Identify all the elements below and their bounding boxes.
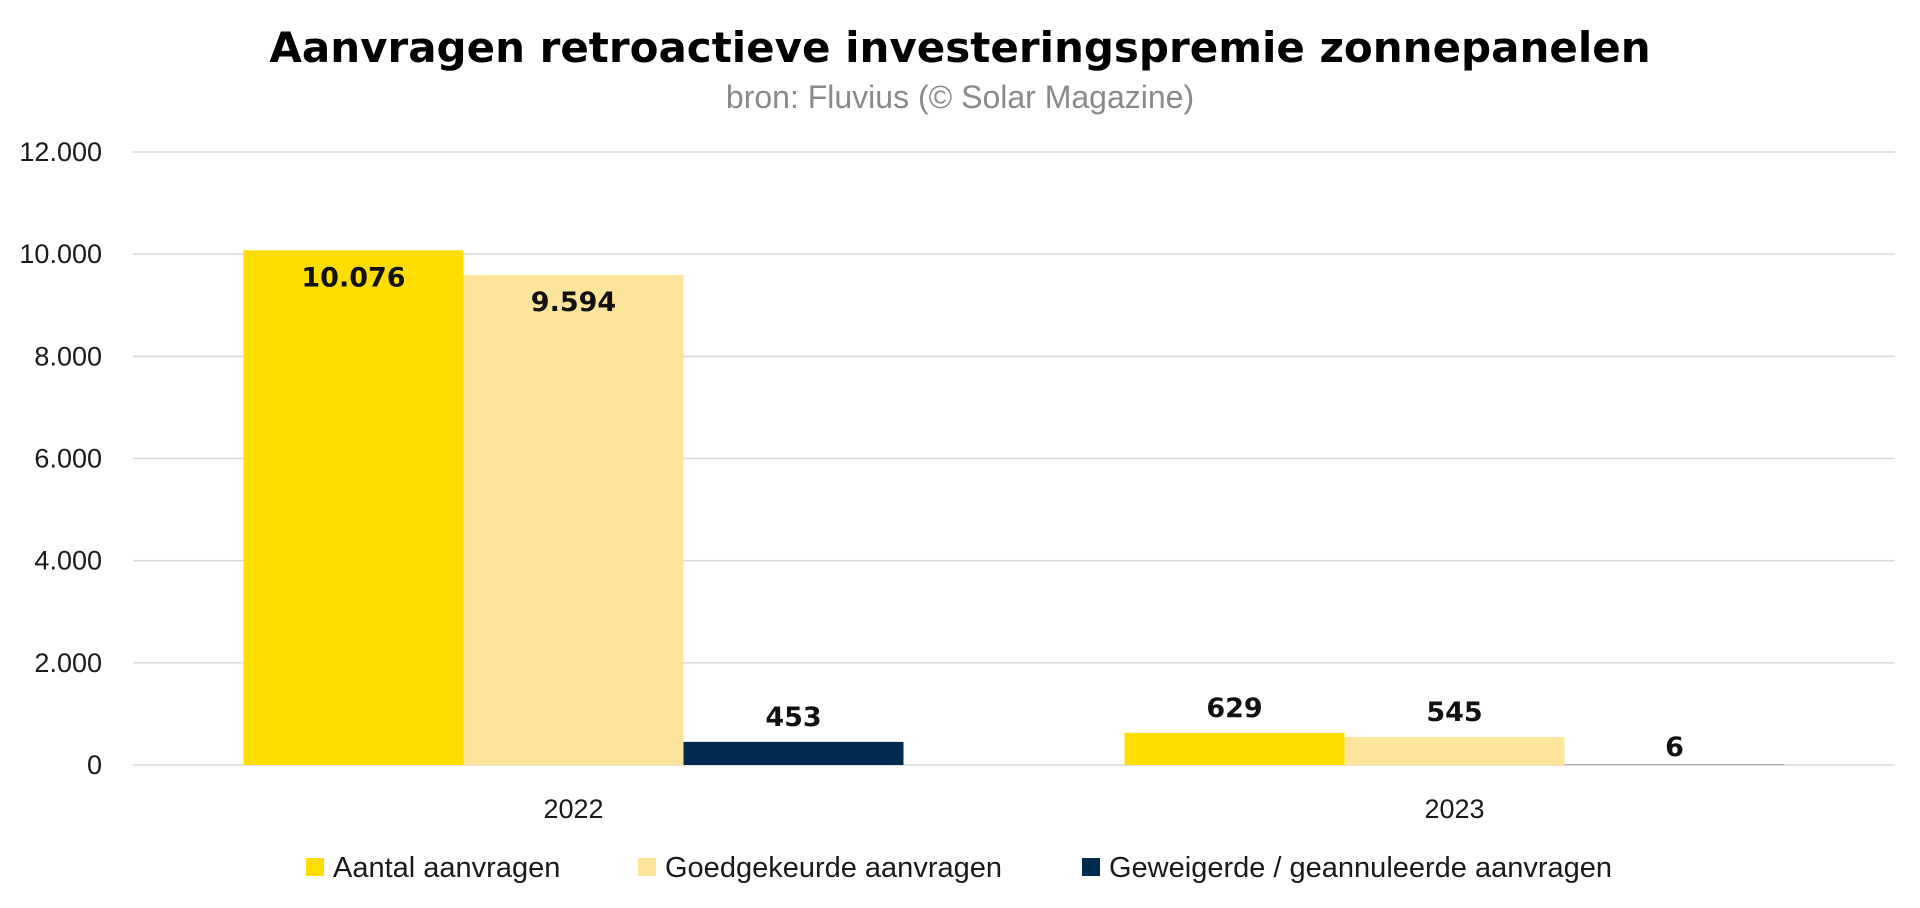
y-tick-label: 4.000 xyxy=(34,546,102,576)
y-tick-label: 10.000 xyxy=(19,239,102,269)
data-label-2022-series-3: 453 xyxy=(765,702,821,733)
data-label-2023-series-2: 545 xyxy=(1426,697,1482,728)
legend-label: Goedgekeurde aanvragen xyxy=(665,852,1002,884)
y-tick-label: 0 xyxy=(87,750,102,780)
data-label-2022-series-2: 9.594 xyxy=(531,287,616,318)
data-label-2023-series-1: 629 xyxy=(1206,693,1262,724)
y-axis-ticks: 0 2.000 4.000 6.000 8.000 10.000 12.000 xyxy=(19,137,102,780)
y-tick-label: 12.000 xyxy=(19,137,102,167)
bar-2022-series-3 xyxy=(683,741,904,765)
legend-swatch xyxy=(306,858,324,876)
y-tick-label: 8.000 xyxy=(34,341,102,371)
legend-swatch xyxy=(638,858,656,876)
x-axis-categories: 2022 2023 xyxy=(543,794,1484,824)
bar-2023-series-2 xyxy=(1344,737,1565,765)
bar-2022-series-2 xyxy=(463,274,684,765)
bar-2023-series-1 xyxy=(1124,732,1345,765)
bar-2022-series-1 xyxy=(243,250,464,766)
y-tick-label: 2.000 xyxy=(34,648,102,678)
legend-swatch xyxy=(1082,858,1100,876)
data-label-2023-series-3: 6 xyxy=(1665,732,1684,763)
x-category-label: 2023 xyxy=(1424,794,1484,824)
data-label-2022-series-1: 10.076 xyxy=(301,262,405,293)
y-tick-label: 6.000 xyxy=(34,444,102,474)
bars xyxy=(243,250,1785,766)
data-labels: 10.076 9.594 453 629 545 6 xyxy=(301,262,1684,763)
legend: Aantal aanvragen Goedgekeurde aanvragen Ge… xyxy=(306,852,1612,884)
chart-subtitle: bron: Fluvius (© Solar Magazine) xyxy=(726,79,1194,115)
legend-label: Geweigerde / geannuleerde aanvragen xyxy=(1109,852,1612,884)
legend-label: Aantal aanvragen xyxy=(333,852,560,884)
x-category-label: 2022 xyxy=(543,794,603,824)
chart-title: Aanvragen retroactieve investeringspremi… xyxy=(269,23,1650,72)
